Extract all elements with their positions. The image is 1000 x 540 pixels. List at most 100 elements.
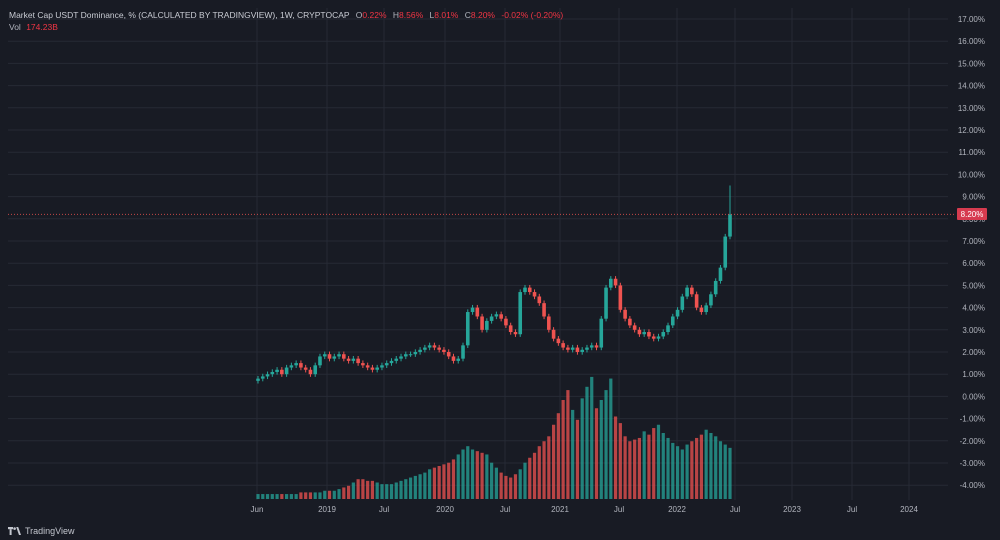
- candle-body: [475, 307, 480, 317]
- volume-label: Vol: [9, 22, 21, 32]
- candle-body: [723, 236, 728, 268]
- candle-body: [699, 307, 704, 313]
- symbol-title[interactable]: Market Cap USDT Dominance, % (CALCULATED…: [9, 10, 350, 20]
- volume-bar: [590, 376, 594, 499]
- y-tick-label: 13.00%: [958, 104, 985, 113]
- y-tick-label: 10.00%: [958, 170, 985, 179]
- close-value: 8.20%: [470, 10, 495, 20]
- volume-bar: [571, 409, 575, 499]
- low-value: 8.01%: [434, 10, 459, 20]
- candle-body: [651, 336, 656, 339]
- volume-bar: [280, 494, 284, 499]
- volume-bar: [385, 484, 389, 499]
- candle-body: [675, 309, 680, 317]
- volume-bar: [299, 492, 303, 499]
- candle-body: [308, 369, 313, 375]
- candle-body: [260, 376, 265, 379]
- y-tick-label: 0.00%: [962, 392, 985, 401]
- volume-bar: [494, 467, 498, 499]
- x-axis: Jun 2019 Jul 2020 Jul 2021 Jul 2022 Jul 2023 Jul 20…: [251, 505, 919, 514]
- volume-bar: [366, 480, 370, 499]
- volume-bar: [566, 390, 570, 499]
- candle-body: [518, 292, 523, 335]
- brand-logo[interactable]: TradingView: [8, 526, 75, 536]
- volume-bar: [423, 472, 427, 499]
- candle-body: [527, 287, 532, 293]
- volume-bar: [561, 400, 565, 499]
- volume-bar: [275, 494, 279, 499]
- x-tick-label: Jul: [379, 505, 389, 514]
- candle-body: [618, 285, 623, 310]
- candle-body: [547, 316, 551, 330]
- volume-bar: [327, 490, 332, 499]
- y-tick-label: 7.00%: [962, 237, 985, 246]
- volume-bar: [304, 492, 308, 499]
- low-label: L: [429, 10, 435, 20]
- y-tick-label: -3.00%: [960, 459, 985, 468]
- brand-name: TradingView: [25, 526, 75, 536]
- y-tick-label: 3.00%: [962, 326, 985, 335]
- open-value: 0.22%: [362, 10, 387, 20]
- x-tick-label: Jul: [614, 505, 624, 514]
- x-tick-label: 2020: [436, 505, 454, 514]
- volume-bar: [461, 449, 465, 499]
- volume-bar: [718, 441, 723, 499]
- y-tick-label: 1.00%: [962, 370, 985, 379]
- high-label: H: [392, 10, 400, 20]
- volume-bar: [551, 424, 556, 499]
- candle-body: [647, 332, 651, 337]
- candle-body: [389, 360, 394, 364]
- volume-bar: [661, 433, 665, 499]
- volume-bar: [313, 492, 317, 499]
- x-tick-label: Jun: [251, 505, 264, 514]
- y-tick-label: -1.00%: [960, 415, 985, 424]
- price-candles: [256, 185, 732, 384]
- volume-bar: [699, 434, 703, 499]
- volume-bar: [408, 477, 413, 499]
- volume-bar: [466, 446, 470, 499]
- y-tick-label: 16.00%: [958, 37, 985, 46]
- y-tick-label: 17.00%: [958, 15, 985, 24]
- volume-bars: [256, 376, 732, 499]
- y-tick-label: 12.00%: [958, 126, 985, 135]
- volume-bar: [470, 449, 475, 499]
- volume-bar: [342, 487, 346, 499]
- candle-body: [480, 316, 484, 330]
- candle-body: [461, 345, 465, 359]
- candle-body: [523, 287, 527, 293]
- candle-body: [399, 356, 403, 359]
- candle-body: [589, 345, 594, 348]
- volume-bar: [294, 494, 298, 499]
- volume-bar: [380, 484, 384, 499]
- candle-body: [594, 345, 599, 348]
- candle-body: [680, 296, 685, 310]
- y-tick-label: 15.00%: [958, 59, 985, 68]
- candle-body: [427, 345, 432, 348]
- candle-body: [513, 332, 518, 335]
- x-tick-label: Jul: [730, 505, 740, 514]
- candle-body: [380, 365, 384, 368]
- candle-body: [351, 358, 356, 361]
- y-tick-label: -4.00%: [960, 481, 985, 490]
- grid-lines: [8, 8, 948, 500]
- y-tick-label: 2.00%: [962, 348, 985, 357]
- x-tick-label: 2022: [668, 505, 686, 514]
- last-price-tag: 8.20%: [957, 208, 987, 220]
- volume-bar: [318, 492, 322, 499]
- legend-row-volume: Vol 174.23B: [9, 21, 563, 33]
- volume-bar: [480, 452, 484, 499]
- candle-body: [575, 347, 580, 352]
- volume-bar: [346, 485, 351, 499]
- change-value: -0.02% (-0.20%): [501, 10, 564, 20]
- volume-bar: [656, 424, 661, 499]
- close-label: C: [464, 10, 471, 20]
- candle-body: [361, 363, 365, 366]
- candle-body: [303, 367, 308, 370]
- candle-body: [690, 287, 694, 295]
- x-tick-label: 2023: [783, 505, 801, 514]
- volume-bar: [714, 436, 718, 499]
- volume-bar: [437, 466, 441, 499]
- volume-bar: [490, 462, 494, 499]
- volume-bar: [256, 494, 260, 499]
